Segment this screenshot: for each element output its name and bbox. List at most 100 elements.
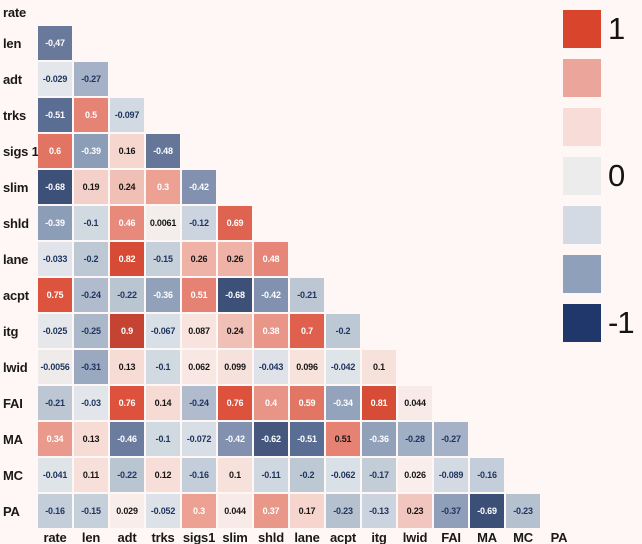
column-label-adt: adt xyxy=(117,529,137,544)
matrix-cell: 0.76 xyxy=(218,386,252,420)
legend-row: 0 xyxy=(563,157,642,195)
matrix-cell: -0.42 xyxy=(218,422,252,456)
matrix-cell: -0.041 xyxy=(38,458,72,492)
matrix-cell: 0.044 xyxy=(398,386,432,420)
matrix-cell: -0.2 xyxy=(290,458,324,492)
matrix-cell: -0.03 xyxy=(74,386,108,420)
column-label-itg: itg xyxy=(371,529,387,544)
matrix-cell: -0.23 xyxy=(506,494,540,528)
legend-tick-label: 0 xyxy=(608,158,625,193)
column-label-MA: MA xyxy=(477,529,497,544)
matrix-cell: 0.37 xyxy=(254,494,288,528)
matrix-cell: -0.24 xyxy=(74,278,108,312)
row-label-PA: PA xyxy=(3,503,20,519)
matrix-cell: 0.38 xyxy=(254,314,288,348)
matrix-cell: -0.46 xyxy=(110,422,144,456)
matrix-cell: 0.19 xyxy=(74,170,108,204)
row-label-itg: itg xyxy=(3,323,19,339)
matrix-cell: 0.7 xyxy=(290,314,324,348)
matrix-cell: -0.69 xyxy=(470,494,504,528)
matrix-cell: -0.12 xyxy=(182,206,216,240)
legend-swatch xyxy=(563,108,601,146)
matrix-cell: -0.28 xyxy=(398,422,432,456)
column-label-FAI: FAI xyxy=(441,529,461,544)
matrix-cell: -0.067 xyxy=(146,314,180,348)
matrix-cell: -0.51 xyxy=(290,422,324,456)
matrix-cell: -0.37 xyxy=(434,494,468,528)
matrix-cell: 0.099 xyxy=(218,350,252,384)
matrix-cell: -0.42 xyxy=(182,170,216,204)
matrix-cell: 0.24 xyxy=(110,170,144,204)
matrix-cell: 0.81 xyxy=(362,386,396,420)
column-label-trks: trks xyxy=(151,529,175,544)
matrix-cell: 0.26 xyxy=(218,242,252,276)
legend-row xyxy=(563,108,642,146)
matrix-cell: 0.3 xyxy=(182,494,216,528)
row-label-slim: slim xyxy=(3,179,29,195)
matrix-cell: -0.22 xyxy=(110,458,144,492)
matrix-cell: 0.3 xyxy=(146,170,180,204)
matrix-cell: -0.029 xyxy=(38,62,72,96)
matrix-cell: -0.21 xyxy=(290,278,324,312)
matrix-cell: 0.029 xyxy=(110,494,144,528)
matrix-cell: -0.68 xyxy=(218,278,252,312)
legend-swatch xyxy=(563,255,601,293)
matrix-cell: -0.062 xyxy=(326,458,360,492)
matrix-cell: -0.072 xyxy=(182,422,216,456)
row-label-sigs1: sigs 1 xyxy=(3,143,39,159)
matrix-cell: -0.42 xyxy=(254,278,288,312)
matrix-cell: -0.097 xyxy=(110,98,144,132)
matrix-cell: -0.1 xyxy=(146,422,180,456)
legend-row xyxy=(563,59,642,97)
legend-swatch xyxy=(563,304,601,342)
matrix-cell: -0.13 xyxy=(362,494,396,528)
column-label-MC: MC xyxy=(513,529,533,544)
matrix-cell: 0.46 xyxy=(110,206,144,240)
matrix-cell: -0.31 xyxy=(74,350,108,384)
matrix-cell: -0.22 xyxy=(110,278,144,312)
row-label-MA: MA xyxy=(3,431,23,447)
matrix-cell: -0.25 xyxy=(74,314,108,348)
row-label-lwid: lwid xyxy=(3,359,28,375)
row-label-acpt: acpt xyxy=(3,287,29,303)
matrix-cell: 0.062 xyxy=(182,350,216,384)
matrix-cell: -0,47 xyxy=(38,26,72,60)
column-label-len: len xyxy=(81,529,101,544)
matrix-cell: -0.48 xyxy=(146,134,180,168)
matrix-cell: -0.36 xyxy=(146,278,180,312)
matrix-cell: 0.26 xyxy=(182,242,216,276)
matrix-cell: -0.27 xyxy=(74,62,108,96)
matrix-cell: -0.21 xyxy=(38,386,72,420)
column-label-lwid: lwid xyxy=(402,529,428,544)
matrix-cell: -0.16 xyxy=(470,458,504,492)
matrix-cell: 0.13 xyxy=(74,422,108,456)
matrix-cell: 0.6 xyxy=(38,134,72,168)
matrix-cell: 0.1 xyxy=(362,350,396,384)
matrix-cell: 0.11 xyxy=(74,458,108,492)
matrix-cell: 0.1 xyxy=(218,458,252,492)
matrix-cell: -0.2 xyxy=(326,314,360,348)
row-label-adt: adt xyxy=(3,71,22,87)
matrix-cell: 0.12 xyxy=(146,458,180,492)
matrix-cell: 0.34 xyxy=(38,422,72,456)
legend-tick-label: -1 xyxy=(608,305,635,340)
column-label-PA: PA xyxy=(550,529,568,544)
matrix-grid: rate len -0,47 adt -0.029 -0.27 trks -0.51 0.5 -0… xyxy=(3,5,568,544)
matrix-cell: -0.62 xyxy=(254,422,288,456)
legend-row xyxy=(563,206,642,244)
matrix-cell: 0.75 xyxy=(38,278,72,312)
column-label-acpt: acpt xyxy=(330,529,356,544)
matrix-cell: -0.51 xyxy=(38,98,72,132)
matrix-cell: 0.044 xyxy=(218,494,252,528)
matrix-cell: -0.033 xyxy=(38,242,72,276)
column-label-rate: rate xyxy=(43,529,67,544)
column-label-sigs1: sigs1 xyxy=(182,529,216,544)
row-label-MC: MC xyxy=(3,467,23,483)
legend-row: 1 xyxy=(563,10,642,48)
matrix-cell: -0.36 xyxy=(362,422,396,456)
matrix-cell: 0.13 xyxy=(110,350,144,384)
matrix-cell: -0.025 xyxy=(38,314,72,348)
matrix-cell: 0.48 xyxy=(254,242,288,276)
row-label-trks: trks xyxy=(3,107,27,123)
matrix-cell: -0.39 xyxy=(74,134,108,168)
